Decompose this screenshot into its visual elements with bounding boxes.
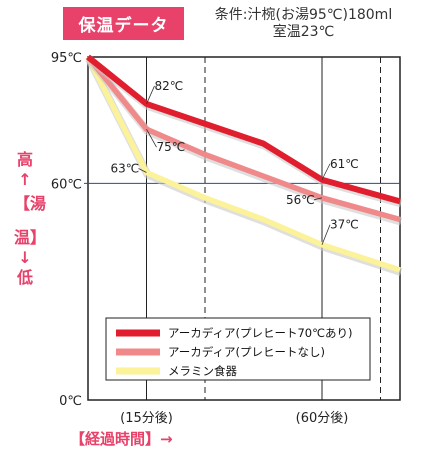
annotation-leader-0-0	[146, 85, 155, 105]
annotation-leader-1-1	[313, 197, 323, 201]
y-tick-label-0: 95℃	[51, 51, 82, 66]
test-conditions: 条件:汁椀(お湯95℃)180ml 室温23℃	[196, 7, 411, 41]
legend-label-2: メラミン食器	[168, 364, 237, 378]
x-tick-label-1: (60分後)	[296, 411, 349, 426]
series-shadow-0	[86, 55, 403, 208]
annotation-leader-2-1	[321, 224, 331, 245]
annotation-leader-2-0	[138, 168, 147, 173]
series-line-1	[85, 55, 401, 223]
y-label-high: 高	[16, 150, 33, 169]
series-line-2	[85, 55, 401, 273]
y-label-arrow-up: ↑	[18, 170, 32, 189]
annotation-label-2-1: 37℃	[330, 218, 359, 232]
chart-title: 保温データ	[63, 7, 184, 40]
annotation-leader-0-1	[321, 163, 331, 180]
plot-frame	[87, 56, 401, 401]
y-tick-label-2: 0℃	[59, 394, 82, 409]
annotation-label-0-1: 61℃	[330, 157, 359, 171]
condition-line-1: 条件:汁椀(お湯95℃)180ml	[214, 7, 393, 23]
y-tick-label-1: 60℃	[51, 177, 82, 192]
annotation-label-1-1: 56℃	[286, 193, 315, 207]
x-tick-label-0: (15分後)	[120, 411, 173, 426]
x-axis-label: 【経過時間】→	[70, 430, 173, 448]
annotation-label-0-0: 82℃	[155, 79, 184, 93]
legend-label-0: アーカディア(プレヒート70℃あり)	[168, 326, 353, 340]
y-label-arrow-down: ↓	[18, 248, 32, 267]
condition-line-2: 室温23℃	[272, 24, 335, 40]
legend-label-1: アーカディア(プレヒートなし)	[168, 345, 325, 359]
annotation-label-1-0: 75℃	[157, 140, 186, 154]
y-label-low: 低	[16, 268, 33, 287]
annotation-leader-1-0	[146, 129, 157, 148]
annotation-label-2-0: 63℃	[111, 162, 140, 176]
series-line-0	[86, 54, 401, 205]
